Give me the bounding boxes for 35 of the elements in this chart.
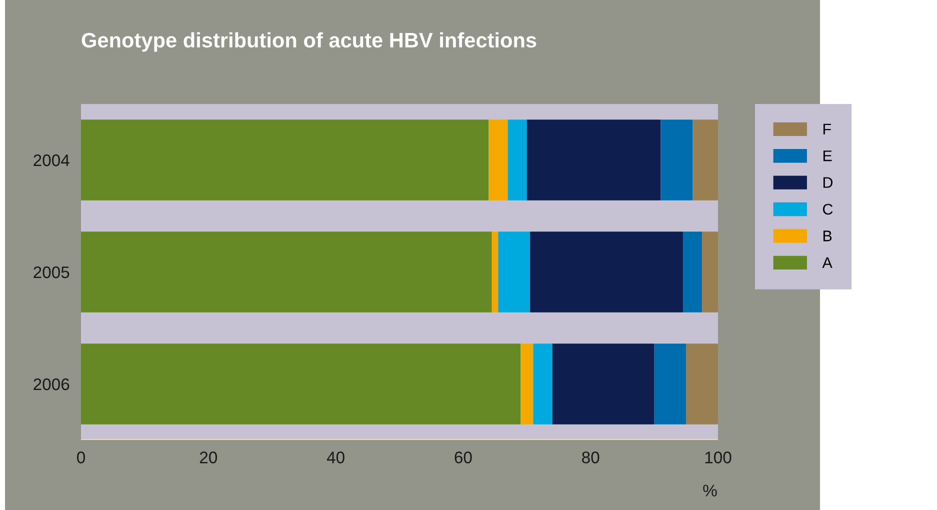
bar bbox=[498, 232, 530, 312]
bar bbox=[81, 344, 521, 424]
bar bbox=[533, 344, 552, 424]
bar bbox=[660, 120, 693, 200]
y-tick-label: 2006 bbox=[34, 378, 70, 390]
bar bbox=[81, 120, 489, 200]
bar bbox=[654, 344, 686, 424]
legend-label: A bbox=[822, 257, 832, 268]
x-tick-label: 0 bbox=[77, 452, 85, 464]
bar bbox=[81, 232, 492, 312]
x-tick-label: 40 bbox=[326, 452, 344, 464]
chart-title: Genotype distribution of acute HBV infections bbox=[82, 32, 536, 52]
bar bbox=[488, 120, 508, 200]
legend-label: D bbox=[823, 177, 833, 188]
y-tick-label: 2005 bbox=[34, 266, 70, 278]
bar bbox=[686, 344, 718, 424]
x-tick-label: 100 bbox=[705, 452, 732, 464]
x-tick-label: 20 bbox=[200, 452, 218, 464]
bar bbox=[682, 232, 702, 312]
legend-label: C bbox=[823, 204, 833, 215]
bar bbox=[552, 344, 654, 424]
x-tick-label: 60 bbox=[454, 452, 472, 464]
bar bbox=[526, 120, 661, 200]
legend-label: F bbox=[823, 124, 831, 134]
bar bbox=[520, 344, 534, 424]
x-axis-title: % bbox=[703, 484, 717, 496]
bar bbox=[492, 232, 498, 312]
bar bbox=[530, 232, 683, 312]
bar bbox=[508, 120, 527, 200]
legend-label: E bbox=[823, 150, 832, 162]
bar bbox=[702, 232, 718, 312]
legend-label: B bbox=[823, 230, 832, 242]
bar bbox=[692, 120, 718, 200]
x-tick-label: 80 bbox=[582, 452, 600, 464]
y-tick-label: 2004 bbox=[34, 154, 70, 166]
